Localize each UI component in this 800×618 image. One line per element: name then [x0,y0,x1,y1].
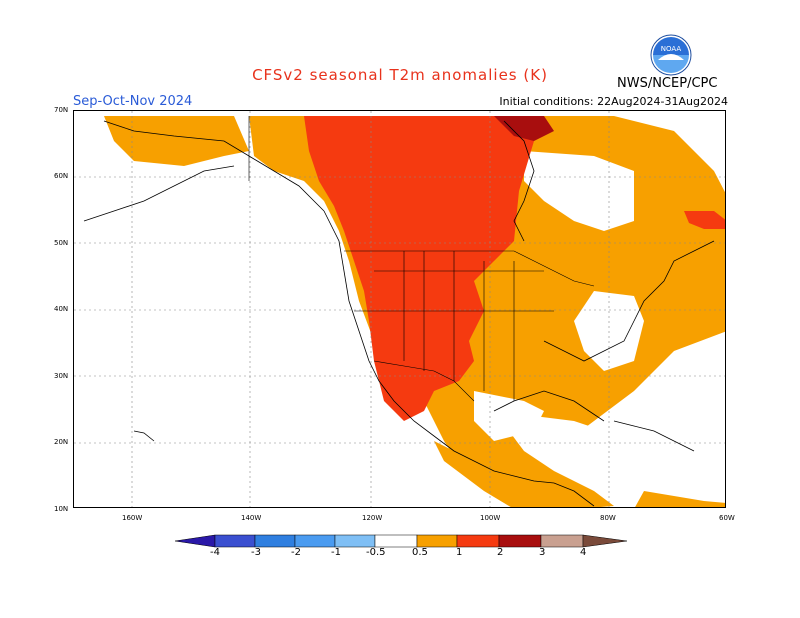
lat-label-60n: 60N [54,172,69,180]
colorbar-swatch [540,534,584,548]
colorbar-arrow-low [175,534,216,548]
colorbar-swatch [334,534,376,548]
colorbar-swatch [254,534,296,548]
lat-label-20n: 20N [54,438,69,446]
season-label: Sep-Oct-Nov 2024 [73,94,193,109]
colorbar-swatch [374,534,418,548]
colorbar-tick: -2 [291,547,301,558]
colorbar-tick: -0.5 [366,547,386,558]
lon-label-100w: 100W [480,514,501,522]
agency-label: NWS/NCEP/CPC [617,76,718,91]
logo-text: NOAA [661,45,682,53]
anomaly-shading [104,116,725,507]
lon-label-60w: 60W [719,514,735,522]
graticule [74,111,725,507]
colorbar-swatch [498,534,542,548]
lon-label-120w: 120W [362,514,383,522]
colorbar-arrow-high [582,534,627,548]
lat-label-40n: 40N [54,305,69,313]
colorbar-swatch [416,534,458,548]
lat-label-70n: 70N [54,106,69,114]
lon-label-80w: 80W [600,514,616,522]
colorbar-tick: 3 [539,547,546,558]
anomaly-map [73,110,726,508]
colorbar-tick: -4 [210,547,220,558]
map-title: CFSv2 seasonal T2m anomalies (K) [252,66,548,84]
colorbar-swatch [456,534,500,548]
lat-label-30n: 30N [54,372,69,380]
lon-label-140w: 140W [241,514,262,522]
colorbar-tick: 0.5 [412,547,428,558]
lon-label-160w: 160W [122,514,143,522]
colorbar [175,534,627,548]
initial-conditions-label: Initial conditions: 22Aug2024-31Aug2024 [499,95,728,108]
colorbar-tick: -3 [251,547,261,558]
colorbar-tick: 4 [580,547,587,558]
borders [248,116,595,402]
lat-label-50n: 50N [54,239,69,247]
colorbar-tick: -1 [331,547,341,558]
colorbar-tick: 2 [497,547,504,558]
colorbar-tick: 1 [456,547,463,558]
colorbar-swatch [294,534,336,548]
lat-label-10n: 10N [54,505,69,513]
colorbar-swatch [214,534,256,548]
noaa-logo-icon: NOAA [650,34,692,76]
